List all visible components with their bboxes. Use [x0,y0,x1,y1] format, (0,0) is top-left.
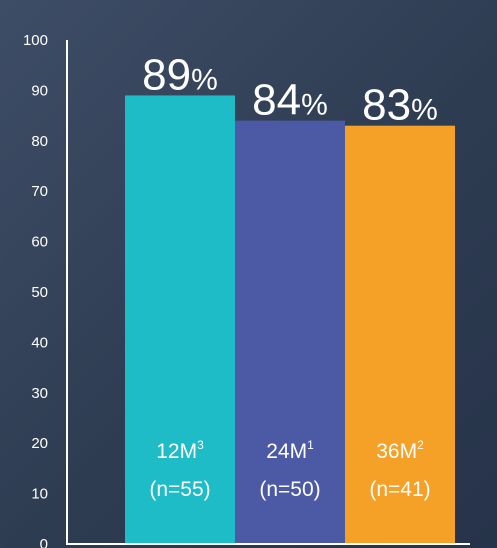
y-tick-label: 10 [31,486,48,503]
bar-value-unit: % [301,89,328,122]
y-tick-label: 0 [40,536,48,548]
y-tick-label: 70 [31,183,48,200]
y-tick-label: 40 [31,334,48,351]
sample-size-label: (n=50) [259,478,320,501]
category-name: 12M [156,440,197,463]
bar [125,95,235,544]
y-tick-label: 100 [23,32,48,49]
bar-value-label: 83% [362,81,438,130]
y-axis-ticks: 0 10 20 30 40 50 60 70 80 90 100 [23,32,48,548]
bar-labels: 89% 12M3 (n=55) 84% 24M1 (n=50) 83% 36M2 (n=41) [142,50,438,501]
category-label: 24M1 [266,438,314,463]
sample-size-label: (n=41) [369,478,430,501]
y-tick-label: 30 [31,385,48,402]
bar-value-number: 89 [142,50,191,99]
category-label: 36M2 [376,438,424,463]
category-label: 12M3 [156,438,204,463]
category-name: 24M [266,440,307,463]
bar-value-number: 84 [252,76,301,125]
bars [125,95,455,545]
bar-value-unit: % [191,63,218,96]
bar-value-number: 83 [362,81,411,130]
y-tick-label: 60 [31,234,48,251]
y-tick-label: 90 [31,82,48,99]
category-superscript: 2 [417,438,424,452]
bar [345,125,455,545]
sample-size-label: (n=55) [149,478,210,501]
bar-value-label: 84% [252,76,328,125]
y-tick-label: 50 [31,284,48,301]
category-name: 36M [376,440,417,463]
bar-value-unit: % [411,94,438,127]
category-superscript: 3 [197,438,204,452]
category-superscript: 1 [307,438,314,452]
y-tick-label: 80 [31,133,48,150]
y-tick-label: 20 [31,435,48,452]
bar-value-label: 89% [142,50,218,99]
bar [235,120,345,544]
